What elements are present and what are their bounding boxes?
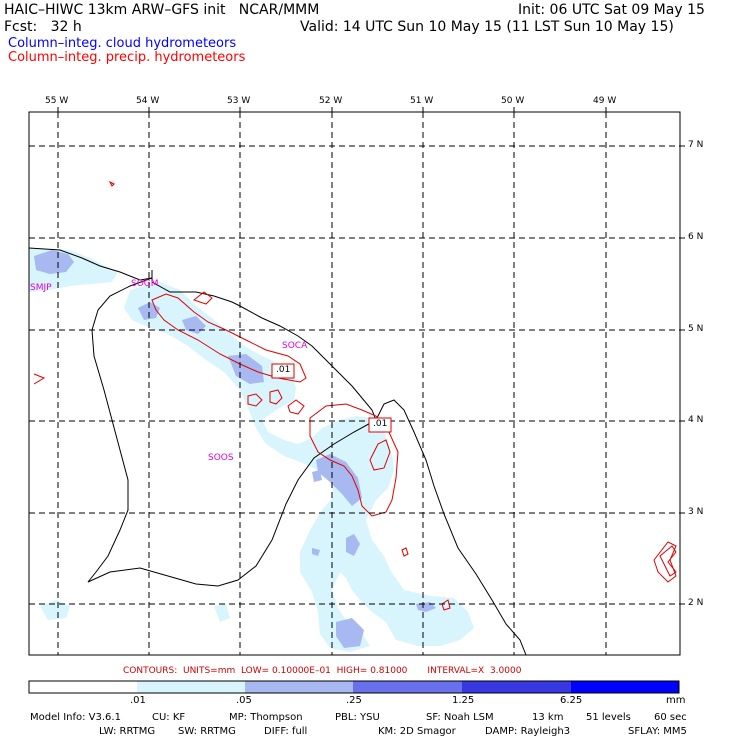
init-time: Init: 06 UTC Sat 09 May 15	[518, 2, 705, 18]
lon-label: 50 W	[501, 96, 525, 106]
lon-label: 51 W	[410, 96, 434, 106]
colorbar-tick: .05	[236, 695, 252, 706]
colorbar-tick: 6.25	[560, 695, 583, 706]
model-info: DIFF: full	[264, 726, 308, 737]
model-info: 60 sec	[654, 712, 687, 723]
lat-label: 7 N	[688, 140, 704, 150]
colorbar-tick: .25	[346, 695, 362, 706]
model-info: KM: 2D Smagor	[378, 726, 456, 737]
forecast-hour: Fcst: 32 h	[4, 19, 82, 35]
model-info: MP: Thompson	[229, 712, 303, 723]
lat-lon-grid	[29, 112, 680, 655]
precip-contours	[33, 180, 677, 611]
map-frame	[28, 111, 681, 656]
lat-label: 5 N	[688, 324, 704, 334]
lat-label: 3 N	[688, 507, 704, 517]
frame-ticks	[57, 107, 685, 605]
lon-label: 49 W	[593, 96, 617, 106]
model-info: SF: Noah LSM	[426, 712, 494, 723]
lat-label: 2 N	[688, 598, 704, 608]
lon-label: 54 W	[136, 96, 160, 106]
lon-label: 53 W	[227, 96, 251, 106]
colorbar	[28, 680, 680, 694]
colorbar-tick: .01	[130, 695, 146, 706]
contour-label-box	[368, 417, 392, 433]
contour-label-box	[271, 363, 295, 379]
coastlines	[29, 247, 527, 655]
station-label: SOOS	[208, 453, 234, 463]
lat-label: 4 N	[688, 415, 704, 425]
lat-label: 6 N	[688, 232, 704, 242]
model-info: 13 km	[532, 712, 564, 723]
model-info: LW: RRTMG	[99, 726, 156, 737]
field-cloud-label: Column–integ. cloud hydrometeors	[8, 36, 237, 51]
colorbar-tick: 1.25	[452, 695, 475, 706]
model-info: SFLAY: MM5	[628, 726, 687, 737]
model-info: CU: KF	[152, 712, 186, 723]
contour-label: .01	[276, 365, 291, 375]
model-title: HAIC–HIWC 13km ARW–GFS init NCAR/MMM	[4, 2, 320, 18]
model-info: Model Info: V3.6.1	[30, 712, 121, 723]
valid-time: Valid: 14 UTC Sun 10 May 15 (11 LST Sun …	[300, 19, 674, 35]
colorbar-unit: mm	[666, 695, 686, 706]
lon-label: 52 W	[319, 96, 343, 106]
station-label: SMJP	[30, 283, 52, 293]
model-info: 51 levels	[586, 712, 631, 723]
lon-label: 55 W	[45, 96, 69, 106]
contour-label: .01	[373, 419, 388, 429]
model-info: SW: RRTMG	[178, 726, 236, 737]
station-label: SOCA	[282, 341, 308, 351]
model-info: DAMP: Rayleigh3	[485, 726, 571, 737]
field-precip-label: Column–integ. precip. hydrometeors	[8, 50, 246, 65]
contours-info: CONTOURS: UNITS=mm LOW= 0.10000E–01 HIGH…	[123, 666, 522, 676]
model-info: PBL: YSU	[335, 712, 380, 723]
station-label: SOGM	[131, 279, 159, 289]
